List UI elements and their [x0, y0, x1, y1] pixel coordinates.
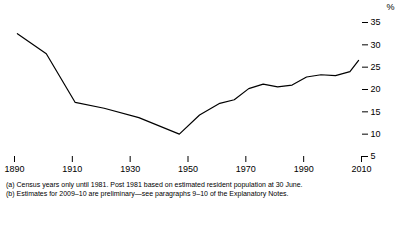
- svg-text:1950: 1950: [178, 164, 198, 174]
- svg-text:5: 5: [371, 151, 376, 161]
- svg-text:1930: 1930: [120, 164, 140, 174]
- svg-text:1990: 1990: [294, 164, 314, 174]
- svg-text:10: 10: [371, 129, 381, 139]
- svg-text:1890: 1890: [4, 164, 24, 174]
- svg-text:2010: 2010: [351, 164, 371, 174]
- svg-text:25: 25: [371, 62, 381, 72]
- svg-text:35: 35: [371, 17, 381, 27]
- svg-text:30: 30: [371, 40, 381, 50]
- html-text:(b) Estimates for 2009–10 are: (b) Estimates for 2009–10 are preliminar…: [6, 190, 289, 197]
- svg-text:20: 20: [371, 84, 381, 94]
- svg-text:15: 15: [371, 107, 381, 117]
- svg-text:1910: 1910: [62, 164, 82, 174]
- html-text:(a) Census years only until 19: (a) Census years only until 1981. Post 1…: [6, 181, 303, 188]
- svg-text:1970: 1970: [236, 164, 256, 174]
- svg-text:%: %: [386, 2, 394, 12]
